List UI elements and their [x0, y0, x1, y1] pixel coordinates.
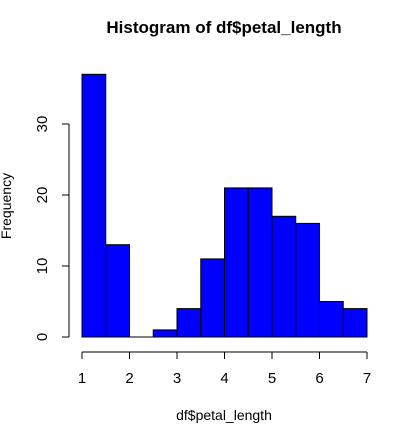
histogram-bar: [81, 73, 107, 338]
histogram-bar: [200, 258, 225, 338]
histogram-bar: [319, 301, 344, 338]
histogram-bar: [224, 187, 249, 338]
histogram-bar: [295, 222, 320, 338]
x-tick-label: 4: [220, 370, 228, 387]
x-tick-label: 7: [363, 370, 371, 387]
bars-group: [81, 73, 368, 338]
histogram-bar: [152, 329, 178, 338]
x-tick-label: 5: [268, 370, 276, 387]
x-axis-label: df$petal_length: [176, 407, 272, 423]
chart-title: Histogram of df$petal_length: [106, 18, 341, 37]
histogram-bar: [105, 244, 130, 338]
y-tick-label: 10: [34, 258, 51, 275]
x-tick-label: 2: [125, 370, 133, 387]
x-axis: 1 2 3 4 5 6 7: [78, 351, 371, 387]
x-tick-label: 1: [78, 370, 86, 387]
histogram-bar: [271, 215, 297, 338]
y-tick-label: 0: [34, 333, 51, 341]
y-axis-label: Frequency: [0, 173, 14, 239]
histogram-bar: [247, 187, 273, 338]
y-axis: 0 10 20 30: [34, 116, 70, 341]
x-tick-label: 3: [173, 370, 181, 387]
x-tick-label: 6: [315, 370, 323, 387]
y-tick-label: 20: [34, 187, 51, 204]
histogram-bar: [342, 308, 368, 338]
histogram-bar: [176, 308, 202, 338]
y-tick-label: 30: [34, 116, 51, 133]
